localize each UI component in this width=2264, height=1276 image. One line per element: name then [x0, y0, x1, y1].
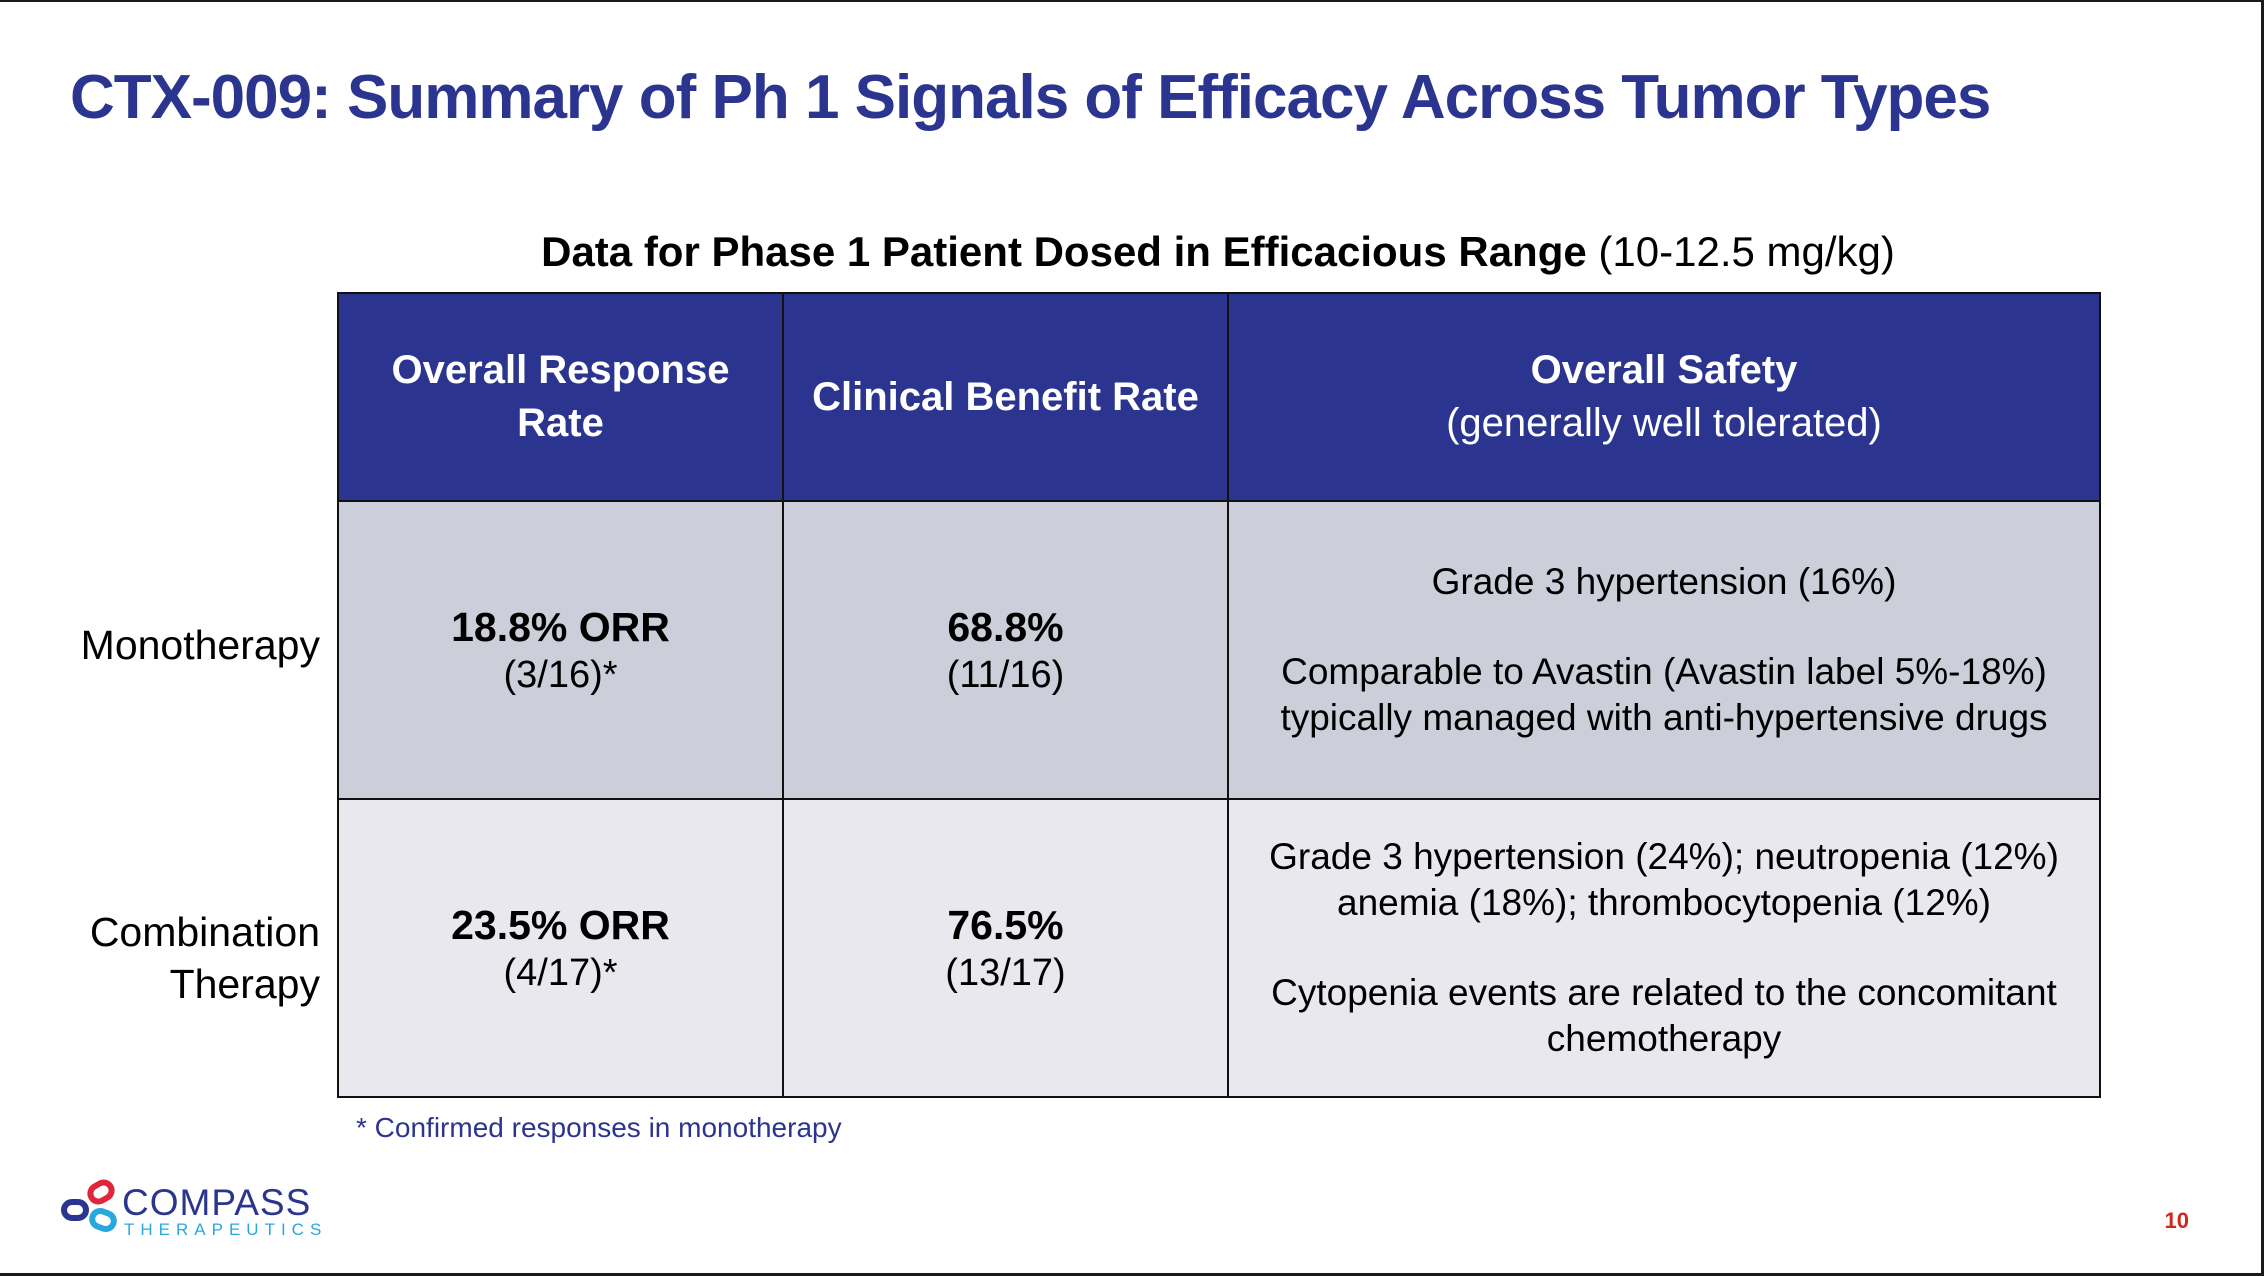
row-label-combination: Combination Therapy: [89, 909, 320, 1007]
safety-note: Comparable to Avastin (Avastin label 5%-…: [1280, 651, 2048, 738]
footnote: * Confirmed responses in monotherapy: [356, 1112, 842, 1143]
header-safety: Overall Safety (generally well tolerated…: [1227, 292, 2101, 502]
subtitle-dose-range: (10-12.5 mg/kg): [1598, 228, 1895, 275]
cell-cbr-combo: 76.5% (13/17): [782, 798, 1229, 1098]
cbr-value: 76.5%: [947, 902, 1064, 948]
orr-value: 23.5% ORR: [451, 902, 670, 948]
cell-cbr-mono: 68.8% (11/16): [782, 500, 1229, 800]
slide-title: CTX-009: Summary of Ph 1 Signals of Effi…: [70, 63, 1991, 132]
cell-safety-mono: Grade 3 hypertension (16%) Comparable to…: [1227, 500, 2101, 800]
subtitle-bold: Data for Phase 1 Patient Dosed in Effica…: [541, 228, 1587, 275]
cell-orr-mono: 18.8% ORR (3/16)*: [337, 500, 784, 800]
row-label-monotherapy: Monotherapy: [80, 622, 320, 668]
safety-line: Grade 3 hypertension (16%): [1431, 561, 1897, 602]
cbr-fraction: (13/17): [945, 952, 1066, 994]
table-header-row: Overall Response Rate Clinical Benefit R…: [337, 292, 2101, 502]
orr-fraction: (3/16)*: [503, 654, 618, 696]
efficacy-table: Overall Response Rate Clinical Benefit R…: [337, 292, 2101, 1098]
cbr-value: 68.8%: [947, 604, 1064, 650]
logo-subtext: THERAPEUTICS: [124, 1220, 328, 1239]
table-row-combination: 23.5% ORR (4/17)* 76.5% (13/17) Grade 3 …: [337, 798, 2101, 1098]
safety-line: Grade 3 hypertension (24%); neutropenia …: [1269, 836, 2059, 923]
cell-orr-combo: 23.5% ORR (4/17)*: [337, 798, 784, 1098]
orr-value: 18.8% ORR: [451, 604, 670, 650]
safety-note: Cytopenia events are related to the conc…: [1271, 972, 2057, 1059]
compass-rings-logo-icon: [61, 1179, 117, 1233]
table-subtitle: Data for Phase 1 Patient Dosed in Effica…: [338, 228, 2098, 276]
header-orr: Overall Response Rate: [337, 292, 784, 502]
table-row-monotherapy: 18.8% ORR (3/16)* 68.8% (11/16) Grade 3 …: [337, 500, 2101, 800]
logo-wordmark: COMPASS: [122, 1182, 312, 1223]
cell-safety-combo: Grade 3 hypertension (24%); neutropenia …: [1227, 798, 2101, 1098]
page-number: 10: [2164, 1208, 2189, 1233]
cbr-fraction: (11/16): [946, 654, 1065, 696]
orr-fraction: (4/17)*: [503, 952, 618, 994]
header-cbr: Clinical Benefit Rate: [782, 292, 1229, 502]
